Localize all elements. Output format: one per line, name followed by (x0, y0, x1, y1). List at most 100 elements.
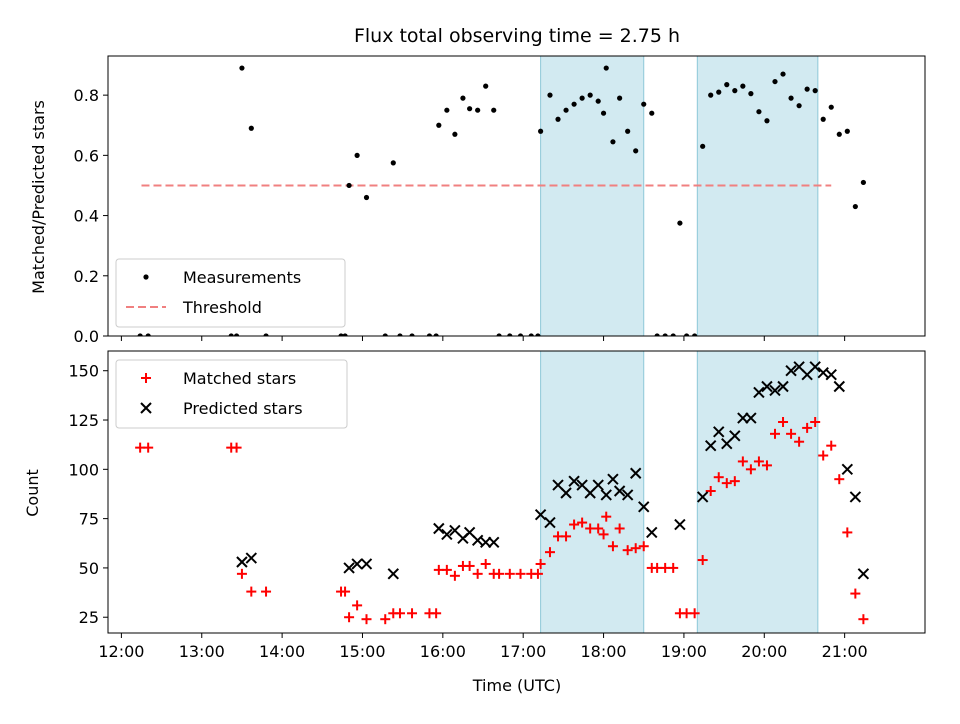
x-tick-label: 21:00 (822, 642, 868, 661)
measurement-point (764, 118, 770, 124)
x-b (343, 562, 355, 574)
matched-stars-point (480, 558, 491, 569)
series-2 (236, 361, 870, 580)
measurement-point (600, 110, 607, 116)
predicted-stars-point (387, 568, 399, 580)
measurement-point (732, 88, 738, 94)
matched-stars-point (842, 527, 853, 538)
x-b (360, 558, 373, 570)
series-1 (137, 65, 866, 336)
predicted-stars-point (433, 522, 445, 535)
predicted-stars-point (817, 366, 829, 379)
measurement-point (740, 83, 746, 89)
predicted-stars-point (769, 384, 781, 397)
x-b (592, 479, 604, 491)
bottom-legend: Matched stars Predicted stars (115, 359, 348, 429)
x-tick-label: 16:00 (420, 642, 466, 661)
measurement-point (145, 333, 151, 336)
matched-stars-point (745, 464, 756, 475)
x-b (534, 508, 547, 521)
measurement-point (397, 333, 403, 336)
predicted-stars-point (785, 365, 797, 377)
x-tick-label: 19:00 (661, 642, 707, 661)
y-tick-label: 0.4 (74, 207, 99, 226)
measurement-point (137, 333, 143, 336)
predicted-stars-point (857, 568, 870, 580)
predicted-stars-point (568, 475, 580, 487)
predicted-stars-point (646, 526, 658, 539)
x-b (729, 430, 741, 442)
measurement-point (748, 91, 754, 97)
measurement-point (677, 220, 683, 226)
x-b (777, 380, 789, 393)
x-b (387, 568, 399, 580)
measurement-point (860, 179, 866, 186)
y-tick-label: 0.8 (74, 86, 99, 105)
matched-stars-point (246, 586, 257, 597)
measurement-point (804, 86, 810, 92)
x-b (841, 463, 854, 476)
measurement-point (700, 143, 706, 149)
measurement-point (641, 101, 647, 107)
matched-stars-point (668, 562, 679, 573)
y-tick-label: 0.6 (74, 146, 99, 165)
measurement-point (346, 182, 352, 189)
x-b (785, 365, 797, 377)
legend-x-b (140, 402, 152, 414)
measurement-point (460, 95, 466, 101)
matched-stars-point (601, 511, 612, 522)
top-legend: Measurements Threshold (115, 258, 346, 328)
measurement-point (595, 98, 601, 104)
measurement-point (354, 152, 360, 158)
predicted-stars-point (704, 439, 717, 452)
x-tick-label: 18:00 (581, 642, 627, 661)
measurement-point (633, 148, 639, 154)
predicted-stars-point (600, 489, 612, 501)
predicted-stars-point (833, 380, 845, 393)
matched-stars-point (261, 586, 272, 597)
measurement-point (382, 333, 388, 336)
x-b (769, 384, 781, 397)
chart-title: Flux total observing time = 2.75 h (354, 25, 680, 47)
predicted-stars-point (849, 491, 862, 503)
y-tick-label: 0.0 (74, 327, 99, 346)
predicted-stars-point (560, 487, 572, 499)
y-tick-label: 150 (68, 362, 99, 381)
measurement-point (436, 122, 442, 128)
y-tick-label: 125 (68, 411, 99, 430)
matched-stars-point (407, 608, 418, 619)
measurement-point (587, 92, 593, 98)
measurement-point (409, 333, 415, 336)
matched-stars-point (638, 541, 649, 552)
predicted-stars-point (488, 536, 500, 548)
matched-stars-point (544, 547, 555, 558)
measurement-point (507, 333, 513, 336)
legend-box (115, 258, 346, 328)
predicted-stars-point (638, 501, 650, 513)
matched-stars-point (622, 545, 633, 556)
x-b (488, 536, 500, 548)
x-b (449, 524, 461, 537)
matched-stars-point (143, 442, 154, 453)
legend-dot-marker (143, 274, 149, 280)
matched-stars-point (561, 531, 572, 542)
measurement-point (724, 82, 730, 88)
measurement-point (547, 92, 553, 98)
measurement-point (828, 104, 834, 110)
y-tick-label: 100 (68, 460, 99, 479)
predicted-stars-point (753, 386, 765, 399)
matched-stars-point (753, 456, 764, 467)
predicted-stars-point (245, 552, 258, 564)
matched-stars-point (794, 436, 805, 447)
matched-stars-point (858, 614, 869, 625)
matched-stars-point (834, 474, 845, 485)
measurement-point (708, 92, 714, 98)
matched-stars-point (352, 600, 363, 611)
predicted-stars-point (629, 467, 642, 479)
matched-stars-point (464, 560, 475, 571)
x-b (560, 487, 572, 499)
x-axis-label: Time (UTC) (472, 676, 561, 695)
matched-stars-point (340, 586, 351, 597)
measurement-point (692, 333, 698, 336)
matched-stars-point (818, 450, 829, 461)
